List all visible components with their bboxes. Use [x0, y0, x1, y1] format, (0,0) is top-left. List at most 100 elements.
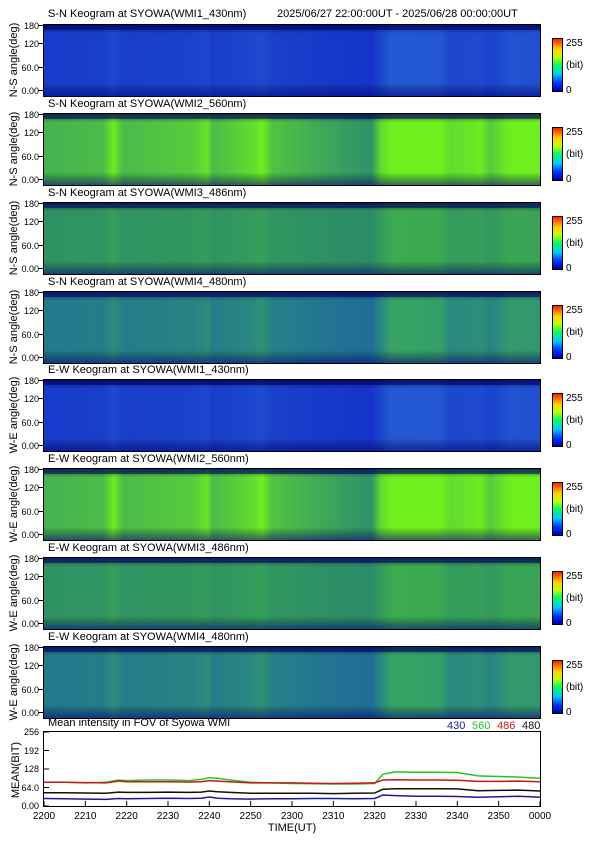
keogram-ytick: 120 [23, 661, 39, 671]
x-tick-label: 2320 [363, 811, 386, 822]
keogram-ylabel: W-E angle(deg) [8, 554, 20, 632]
series-line-480 [44, 787, 541, 795]
keogram-ytick: 180 [23, 21, 39, 31]
mean-ylabel: MEAN(BIT) [10, 741, 22, 799]
colorbar [552, 216, 563, 270]
colorbar-min: 0 [566, 618, 572, 629]
keogram-title: E-W Keogram at SYOWA(WMI1_430nm) [48, 364, 249, 376]
keogram-ytick: 180 [23, 376, 39, 386]
colorbar-max: 255 [566, 482, 583, 493]
keogram-ylabel: N-S angle(deg) [8, 200, 20, 276]
colorbar [552, 660, 563, 714]
colorbar-min: 0 [566, 352, 572, 363]
mean-ytick: 64.0 [21, 782, 39, 793]
mean-ytick: 0.00 [21, 801, 39, 811]
colorbar-unit: (bit) [566, 504, 584, 515]
colorbar-unit: (bit) [566, 60, 584, 71]
keogram-ytick: 60.0 [21, 152, 39, 162]
keogram-image [43, 291, 541, 364]
keogram-ytick: 120 [23, 306, 39, 316]
colorbar-max: 255 [566, 38, 583, 49]
colorbar-unit: (bit) [566, 149, 584, 160]
keogram-ytick: 60.0 [21, 418, 39, 428]
keogram-image [43, 468, 541, 541]
keogram-ytick: 0.00 [21, 530, 39, 540]
keogram-ytick: 180 [23, 465, 39, 475]
x-tick-label: 2220 [115, 811, 138, 822]
keogram-panel: E-W Keogram at SYOWA(WMI3_486nm) W-E angl… [0, 542, 595, 634]
keogram-title: S-N Keogram at SYOWA(WMI3_486nm) [48, 187, 247, 199]
keogram-ylabel: W-E angle(deg) [8, 465, 20, 543]
keogram-ytick: 180 [23, 643, 39, 653]
x-tick-label: 0000 [528, 811, 552, 822]
keogram-panel: E-W Keogram at SYOWA(WMI2_560nm) W-E angl… [0, 453, 595, 545]
colorbar-max: 255 [566, 571, 583, 582]
legend-560: 560 [472, 720, 491, 732]
time-range: 2025/06/27 22:00:00UT - 2025/06/28 00:00… [277, 8, 518, 20]
keogram-ytick: 120 [23, 394, 39, 404]
mean-ytick: 128 [23, 764, 39, 774]
keogram-image [43, 202, 541, 275]
mean-intensity-chart [43, 731, 541, 807]
colorbar [552, 305, 563, 359]
colorbar-min: 0 [566, 263, 572, 274]
keogram-ylabel: N-S angle(deg) [8, 22, 20, 98]
keogram-ytick: 0.00 [21, 353, 39, 363]
keogram-title: S-N Keogram at SYOWA(WMI1_430nm) [48, 8, 247, 20]
keogram-panel: E-W Keogram at SYOWA(WMI1_430nm) W-E angl… [0, 364, 595, 456]
colorbar-min: 0 [566, 707, 572, 718]
legend-430: 430 [447, 720, 466, 732]
x-tick-label: 2310 [322, 811, 345, 822]
keogram-title: S-N Keogram at SYOWA(WMI4_480nm) [48, 276, 247, 288]
keogram-ytick: 60.0 [21, 63, 39, 73]
series-line-430 [43, 794, 541, 801]
colorbar-unit: (bit) [566, 415, 584, 426]
colorbar-min: 0 [566, 529, 572, 540]
mean-ytick: 256 [23, 727, 39, 737]
keogram-ytick: 180 [23, 554, 39, 564]
x-tick-label: 2300 [280, 811, 304, 822]
keogram-ytick: 180 [23, 199, 39, 209]
keogram-panel: S-N Keogram at SYOWA(WMI1_430nm) 2025/06/… [0, 8, 595, 101]
keogram-panel: E-W Keogram at SYOWA(WMI4_480nm) W-E angl… [0, 631, 595, 723]
colorbar-unit: (bit) [566, 238, 584, 249]
colorbar-min: 0 [566, 440, 572, 451]
keogram-ytick: 120 [23, 39, 39, 49]
keogram-title: E-W Keogram at SYOWA(WMI2_560nm) [48, 453, 249, 465]
keogram-ytick: 60.0 [21, 507, 39, 517]
legend-486: 486 [497, 720, 516, 732]
colorbar [552, 127, 563, 181]
keogram-image [43, 646, 541, 719]
x-tick-label: 2330 [404, 811, 428, 822]
keogram-ytick: 0.00 [21, 86, 39, 96]
keogram-ylabel: N-S angle(deg) [8, 111, 20, 187]
keogram-ylabel: W-E angle(deg) [8, 643, 20, 721]
colorbar [552, 571, 563, 625]
x-tick-label: 2210 [74, 811, 97, 822]
colorbar [552, 393, 563, 447]
keogram-panel: S-N Keogram at SYOWA(WMI3_486nm) N-S angl… [0, 187, 595, 279]
colorbar-max: 255 [566, 393, 583, 404]
colorbar-min: 0 [566, 174, 572, 185]
keogram-ytick: 0.00 [21, 619, 39, 629]
keogram-image [43, 24, 541, 97]
colorbar-max: 255 [566, 127, 583, 138]
keogram-ytick: 120 [23, 128, 39, 138]
keogram-ytick: 180 [23, 110, 39, 120]
x-tick-label: 2230 [156, 811, 180, 822]
keogram-ytick: 0.00 [21, 441, 39, 451]
keogram-ylabel: N-S angle(deg) [8, 289, 20, 365]
keogram-ylabel: W-E angle(deg) [8, 376, 20, 454]
colorbar-max: 255 [566, 305, 583, 316]
colorbar-max: 255 [566, 660, 583, 671]
keogram-ytick: 60.0 [21, 241, 39, 251]
keogram-ytick: 180 [23, 288, 39, 298]
keogram-image [43, 379, 541, 452]
keogram-ytick: 0.00 [21, 708, 39, 718]
colorbar [552, 482, 563, 536]
mean-chart-title: Mean intensity in FOV of Syowa WMI [48, 717, 231, 729]
keogram-title: E-W Keogram at SYOWA(WMI3_486nm) [48, 542, 249, 554]
keogram-ytick: 60.0 [21, 596, 39, 606]
keogram-ytick: 120 [23, 483, 39, 493]
x-tick-label: 2200 [32, 811, 56, 822]
